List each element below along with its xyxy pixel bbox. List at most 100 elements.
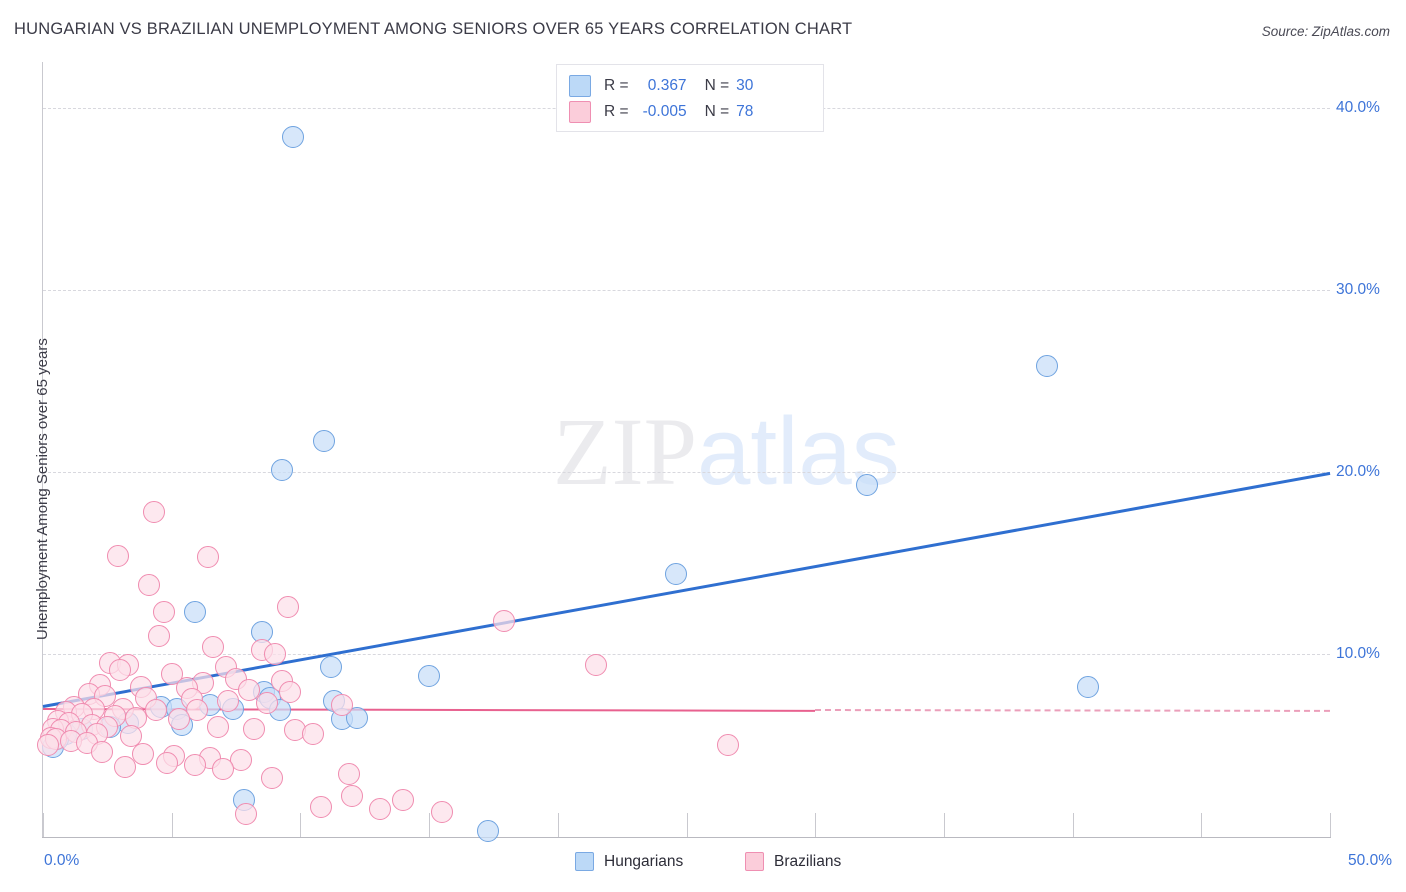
series-legend-hungarians[interactable]: Hungarians (575, 852, 683, 871)
data-point-h (1077, 675, 1100, 698)
page-title: HUNGARIAN VS BRAZILIAN UNEMPLOYMENT AMON… (14, 20, 853, 38)
data-point-b (160, 662, 183, 685)
data-point-b (145, 699, 168, 722)
data-point-b (212, 757, 235, 780)
data-point-b (119, 724, 142, 747)
data-point-b (330, 693, 353, 716)
x-axis-label-min: 0.0% (44, 852, 80, 869)
data-point-b (201, 635, 224, 658)
x-tick-5 (686, 813, 688, 837)
correlation-row-hungarians: R = 0.367 N = 30 (569, 73, 753, 99)
data-point-b (106, 544, 129, 567)
y-axis-label-30: 30.0% (1336, 280, 1380, 298)
correlation-row-brazilians: R = -0.005 N = 78 (569, 99, 753, 125)
data-point-b (263, 642, 286, 665)
data-point-b (132, 743, 155, 766)
data-point-b (243, 717, 266, 740)
x-tick-3 (429, 813, 431, 837)
data-point-b (276, 595, 299, 618)
data-point-h (271, 458, 294, 481)
data-point-h (320, 655, 343, 678)
hungarians-r-label: R = (604, 77, 629, 94)
data-point-h (312, 429, 335, 452)
brazilians-legend-swatch-icon (745, 852, 764, 871)
brazilians-r-label: R = (604, 103, 629, 120)
data-point-h (418, 664, 441, 687)
brazilians-legend-label: Brazilians (774, 852, 842, 870)
data-point-b (716, 733, 739, 756)
gridline-20 (43, 471, 1330, 473)
data-point-b (147, 624, 170, 647)
x-tick-9 (1201, 813, 1203, 837)
data-point-h (477, 819, 500, 842)
watermark: ZIPatlas (553, 404, 900, 500)
data-point-b (369, 797, 392, 820)
x-tick-4 (557, 813, 559, 837)
data-point-b (261, 766, 284, 789)
data-point-h (281, 125, 304, 148)
hungarians-swatch-icon (569, 75, 591, 97)
x-tick-2 (300, 813, 302, 837)
x-tick-0 (43, 813, 44, 837)
gridline-10 (43, 653, 1330, 655)
x-tick-10 (1330, 813, 1331, 837)
series-legend-brazilians[interactable]: Brazilians (745, 852, 841, 871)
x-tick-6 (815, 813, 817, 837)
data-point-b (255, 692, 278, 715)
data-point-b (235, 803, 258, 826)
data-point-b (338, 763, 361, 786)
data-point-b (196, 546, 219, 569)
data-point-b (142, 500, 165, 523)
hungarians-n-label: N = (704, 77, 730, 94)
data-point-b (114, 755, 137, 778)
data-point-b (186, 699, 209, 722)
gridline-30 (43, 289, 1330, 291)
data-point-b (109, 659, 132, 682)
data-point-b (302, 723, 325, 745)
data-point-b (585, 653, 608, 676)
trendline-extrapolated-brazilians (815, 709, 1330, 713)
data-point-h (1035, 355, 1058, 378)
x-tick-7 (943, 813, 945, 837)
data-point-b (279, 681, 302, 704)
x-tick-8 (1072, 813, 1074, 837)
data-point-b (309, 795, 332, 818)
y-axis-label-10: 10.0% (1336, 644, 1380, 662)
hungarians-n-value: 30 (736, 77, 754, 94)
data-point-b (217, 690, 240, 713)
data-point-h (665, 562, 688, 585)
hungarians-r-value: 0.367 (647, 77, 687, 94)
data-point-b (37, 733, 60, 756)
brazilians-swatch-icon (569, 101, 591, 123)
source-attribution: Source: ZipAtlas.com (1261, 24, 1390, 39)
x-axis-line (42, 837, 1331, 838)
data-point-b (155, 752, 178, 775)
brazilians-n-value: 78 (736, 103, 754, 120)
brazilians-r-value: -0.005 (642, 103, 687, 120)
data-point-b (137, 573, 160, 596)
data-point-b (152, 600, 175, 623)
correlation-legend: R = 0.367 N = 30 R = -0.005 N = 78 (556, 64, 824, 132)
y-axis-label-40: 40.0% (1336, 98, 1380, 116)
data-point-b (392, 788, 415, 811)
data-point-b (207, 715, 230, 738)
data-point-b (183, 753, 206, 776)
x-axis-label-max: 50.0% (1348, 852, 1392, 869)
watermark-zip: ZIP (553, 398, 697, 505)
data-point-h (855, 473, 878, 496)
data-point-b (91, 741, 114, 764)
data-point-h (346, 706, 369, 729)
y-axis-line (42, 62, 43, 838)
y-axis-label-20: 20.0% (1336, 462, 1380, 480)
data-point-b (230, 748, 253, 771)
data-point-b (492, 610, 515, 633)
data-point-b (430, 801, 453, 824)
data-point-h (183, 600, 206, 623)
brazilians-n-label: N = (704, 103, 730, 120)
data-point-b (237, 679, 260, 702)
x-tick-1 (171, 813, 173, 837)
data-point-b (168, 708, 191, 731)
hungarians-legend-swatch-icon (575, 852, 594, 871)
hungarians-legend-label: Hungarians (604, 852, 684, 870)
data-point-b (340, 784, 363, 807)
